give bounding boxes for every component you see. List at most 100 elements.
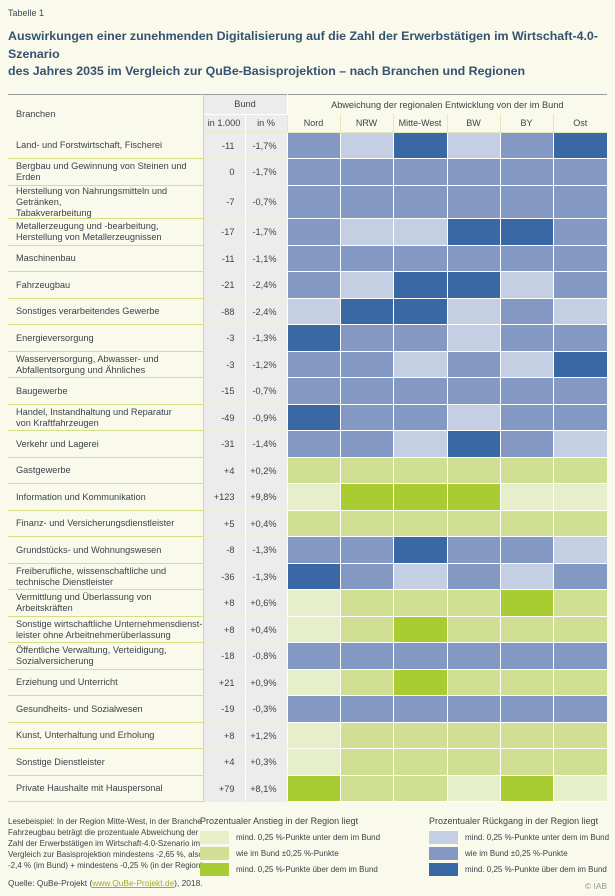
bund-value-1000: -36 xyxy=(202,563,245,591)
legend-item: wie im Bund ±0,25 %-Punkte xyxy=(429,847,609,861)
table-row: Information und Kommunikation +123 +9,8% xyxy=(8,483,608,511)
heat-cell-mitte-west xyxy=(392,298,447,326)
bund-value-pct: -2,4% xyxy=(244,271,287,299)
legend-rueckgang-title: Prozentualer Rückgang in der Region lieg… xyxy=(429,816,599,827)
heat-cell-nrw xyxy=(339,483,393,511)
heat-cell-ost xyxy=(552,324,608,352)
page-title-line-1: Auswirkungen einer zunehmenden Digitalis… xyxy=(8,29,598,61)
heat-cell-ost xyxy=(552,245,608,273)
heat-cell-by xyxy=(499,510,553,538)
heat-cell-by xyxy=(499,324,553,352)
table-row: Sonstige Dienstleister +4 +0,3% xyxy=(8,748,608,776)
branche-label: Bergbau und Gewinnung von Steinen und Er… xyxy=(8,158,204,186)
heat-cell-nord xyxy=(286,695,340,723)
bund-value-1000: -21 xyxy=(202,271,245,299)
table-row: Gastgewerbe +4 +0,2% xyxy=(8,457,608,485)
branche-label: Private Haushalte mit Hauspersonal xyxy=(8,775,204,803)
heat-cell-nrw xyxy=(339,722,393,750)
header-row-sub: in 1.000 in % Nord NRW Mitte-West BW BY … xyxy=(8,114,608,133)
heat-cell-nord xyxy=(286,510,340,538)
legend-item-label: wie im Bund ±0,25 %-Punkte xyxy=(465,849,568,859)
legend-item-label: mind. 0,25 %-Punkte über dem im Bund xyxy=(465,865,607,875)
legend-swatch-b1 xyxy=(429,831,458,845)
heat-cell-nrw xyxy=(339,324,393,352)
heat-cell-by xyxy=(499,722,553,750)
heat-cell-by xyxy=(499,616,553,644)
page-title-line-2: des Jahres 2035 im Vergleich zur QuBe-Ba… xyxy=(8,64,526,79)
heat-cell-nrw xyxy=(339,510,393,538)
heat-cell-mitte-west xyxy=(392,430,447,458)
legend-swatch-b3 xyxy=(429,863,458,877)
heat-cell-mitte-west xyxy=(392,324,447,352)
heat-cell-nord xyxy=(286,563,340,591)
branche-label: Grundstücks- und Wohnungswesen xyxy=(8,536,204,564)
heat-cell-nord xyxy=(286,748,340,776)
heat-cell-nord xyxy=(286,404,340,432)
heat-cell-mitte-west xyxy=(392,271,447,299)
heat-cell-mitte-west xyxy=(392,669,447,697)
heat-cell-nord xyxy=(286,298,340,326)
table-row: Bergbau und Gewinnung von Steinen und Er… xyxy=(8,158,608,186)
heat-cell-by xyxy=(499,589,553,617)
heat-cell-bw xyxy=(446,722,500,750)
heat-cell-bw xyxy=(446,775,500,803)
branche-label: Energieversorgung xyxy=(8,324,204,352)
heat-cell-nord xyxy=(286,132,340,160)
source-link[interactable]: www.QuBe-Projekt.de xyxy=(92,878,175,889)
legend-item-label: wie im Bund ±0,25 %-Punkte xyxy=(236,849,339,859)
column-header-bw: BW xyxy=(446,114,500,133)
heat-cell-nord xyxy=(286,158,340,186)
bund-value-1000: -3 xyxy=(202,351,245,379)
heat-cell-ost xyxy=(552,589,608,617)
legend-rueckgang-items: mind. 0,25 %-Punkte unter dem im Bund wie… xyxy=(429,831,609,877)
heat-cell-ost xyxy=(552,271,608,299)
source-prefix: Quelle: QuBe-Projekt ( xyxy=(8,878,93,889)
heat-cell-ost xyxy=(552,483,608,511)
column-header-in-pct: in % xyxy=(244,114,287,133)
legend-item: wie im Bund ±0,25 %-Punkte xyxy=(200,847,380,861)
heat-cell-nrw xyxy=(339,642,393,670)
bund-value-1000: -49 xyxy=(202,404,245,432)
heat-cell-nrw xyxy=(339,351,393,379)
heat-cell-bw xyxy=(446,563,500,591)
bund-value-1000: +4 xyxy=(202,748,245,776)
table-row: Wasserversorgung, Abwasser- und Abfallen… xyxy=(8,351,608,379)
table-row: Freiberufliche, wissenschaftliche und te… xyxy=(8,563,608,591)
heat-cell-nord xyxy=(286,457,340,485)
bund-value-1000: +123 xyxy=(202,483,245,511)
bund-value-pct: -1,3% xyxy=(244,324,287,352)
heat-cell-bw xyxy=(446,218,500,246)
heat-cell-nrw xyxy=(339,298,393,326)
table-row: Finanz- und Versicherungsdienstleister +5… xyxy=(8,510,608,538)
table-row: Kunst, Unterhaltung und Erholung +8 +1,2% xyxy=(8,722,608,750)
heat-cell-mitte-west xyxy=(392,245,447,273)
branche-label: Handel, Instandhaltung und Reparatur von… xyxy=(8,404,204,432)
heat-cell-nrw xyxy=(339,271,393,299)
source-suffix: ), 2018. xyxy=(174,878,203,889)
heat-cell-by xyxy=(499,271,553,299)
branche-label: Herstellung von Nahrungsmitteln und Getr… xyxy=(8,185,204,220)
bund-value-pct: -1,4% xyxy=(244,430,287,458)
bund-value-pct: +0,2% xyxy=(244,457,287,485)
heat-cell-ost xyxy=(552,404,608,432)
heat-cell-mitte-west xyxy=(392,457,447,485)
table-row: Gesundheits- und Sozialwesen -19 -0,3% xyxy=(8,695,608,723)
bund-value-pct: -0,7% xyxy=(244,377,287,405)
heat-cell-ost xyxy=(552,563,608,591)
header-row-groups: Branchen Bund Abweichung der regionalen … xyxy=(8,94,608,133)
column-header-nord: Nord xyxy=(286,114,340,133)
bund-value-1000: +8 xyxy=(202,722,245,750)
table-row: Baugewerbe -15 -0,7% xyxy=(8,377,608,405)
bund-value-1000: -18 xyxy=(202,642,245,670)
bund-value-pct: -1,7% xyxy=(244,132,287,160)
bund-value-pct: +0,4% xyxy=(244,510,287,538)
heat-cell-by xyxy=(499,404,553,432)
bund-value-pct: -1,3% xyxy=(244,536,287,564)
heat-cell-by xyxy=(499,377,553,405)
legend-anstieg-title: Prozentualer Anstieg in der Region liegt xyxy=(200,816,359,827)
bund-value-pct: -1,2% xyxy=(244,351,287,379)
heat-cell-nrw xyxy=(339,669,393,697)
heat-cell-bw xyxy=(446,589,500,617)
heat-cell-mitte-west xyxy=(392,589,447,617)
